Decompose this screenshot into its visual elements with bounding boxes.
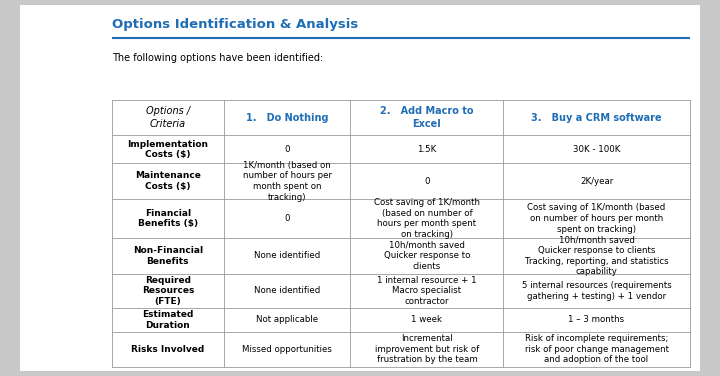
Text: 5 internal resources (requirements
gathering + testing) + 1 vendor: 5 internal resources (requirements gathe… xyxy=(522,281,672,301)
Text: Maintenance
Costs ($): Maintenance Costs ($) xyxy=(135,171,201,191)
Text: 1 week: 1 week xyxy=(411,315,442,324)
Text: Estimated
Duration: Estimated Duration xyxy=(142,310,194,330)
Text: Non-Financial
Benefits: Non-Financial Benefits xyxy=(132,246,203,266)
Text: Cost saving of 1K/month (based
on number of hours per month
spent on tracking): Cost saving of 1K/month (based on number… xyxy=(528,203,666,234)
Text: Risks Involved: Risks Involved xyxy=(131,345,204,354)
Text: 1K/month (based on
number of hours per
month spent on
tracking): 1K/month (based on number of hours per m… xyxy=(243,161,332,202)
Text: 2K/year: 2K/year xyxy=(580,177,613,186)
Text: 1.   Do Nothing: 1. Do Nothing xyxy=(246,112,328,123)
Text: Required
Resources
(FTE): Required Resources (FTE) xyxy=(142,276,194,306)
Text: Missed opportunities: Missed opportunities xyxy=(243,345,332,354)
Text: 30K - 100K: 30K - 100K xyxy=(573,145,620,154)
Text: 1 internal resource + 1
Macro specialist
contractor: 1 internal resource + 1 Macro specialist… xyxy=(377,276,477,306)
Text: Options Identification & Analysis: Options Identification & Analysis xyxy=(112,18,358,31)
Text: 10h/month saved
Quicker response to
clients: 10h/month saved Quicker response to clie… xyxy=(384,241,470,271)
Text: Not applicable: Not applicable xyxy=(256,315,318,324)
Text: Options /
Criteria: Options / Criteria xyxy=(145,106,190,129)
Text: 0: 0 xyxy=(284,214,290,223)
Text: 3.   Buy a CRM software: 3. Buy a CRM software xyxy=(531,112,662,123)
Text: The following options have been identified:: The following options have been identifi… xyxy=(112,53,323,64)
Text: None identified: None identified xyxy=(254,252,320,260)
Text: Cost saving of 1K/month
(based on number of
hours per month spent
on tracking): Cost saving of 1K/month (based on number… xyxy=(374,198,480,239)
Text: 0: 0 xyxy=(424,177,430,186)
Text: Implementation
Costs ($): Implementation Costs ($) xyxy=(127,139,208,159)
Text: 0: 0 xyxy=(284,145,290,154)
Text: Financial
Benefits ($): Financial Benefits ($) xyxy=(138,209,198,229)
Text: Risk of incomplete requirements;
risk of poor change management
and adoption of : Risk of incomplete requirements; risk of… xyxy=(525,334,669,364)
Text: Incremental
improvement but risk of
frustration by the team: Incremental improvement but risk of frus… xyxy=(375,334,479,364)
Text: None identified: None identified xyxy=(254,287,320,296)
Text: 10h/month saved
Quicker response to clients
Tracking, reporting, and statistics
: 10h/month saved Quicker response to clie… xyxy=(525,235,668,276)
Text: 1.5K: 1.5K xyxy=(418,145,436,154)
Text: 2.   Add Macro to
Excel: 2. Add Macro to Excel xyxy=(380,106,474,129)
Text: 1 – 3 months: 1 – 3 months xyxy=(569,315,625,324)
